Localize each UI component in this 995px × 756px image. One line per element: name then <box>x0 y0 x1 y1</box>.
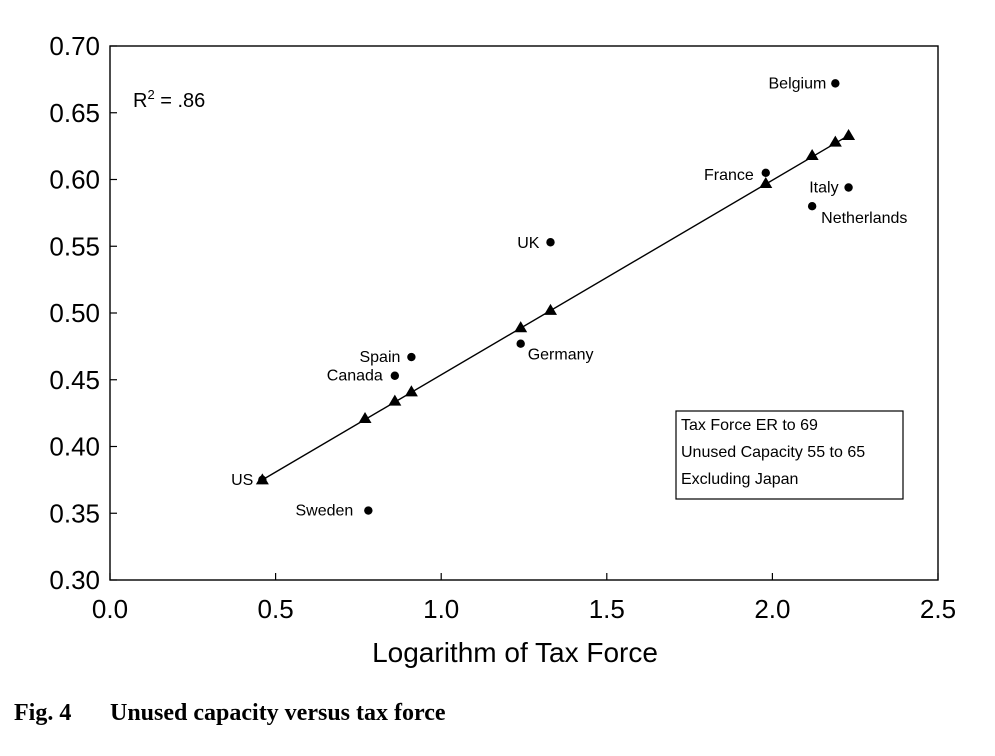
point-label-france: France <box>704 167 754 184</box>
scatter-chart: 0.30 0.35 0.40 0.45 0.50 0.55 0.60 0.65 0.70 0.0 0… <box>49 31 956 668</box>
data-point-netherlands <box>807 202 817 211</box>
y-tick-label: 0.65 <box>49 98 100 128</box>
x-tick-label: 2.5 <box>920 594 956 624</box>
point-label-spain: Spain <box>359 349 400 366</box>
y-tick-label: 0.40 <box>49 432 100 462</box>
x-tick-label: 0.0 <box>92 594 128 624</box>
data-point-us <box>258 475 267 485</box>
data-point-france <box>761 168 770 178</box>
point-label-us: US <box>231 472 253 489</box>
point-label-sweden: Sweden <box>296 503 354 520</box>
point-label-germany: Germany <box>528 347 594 364</box>
data-point-belgium <box>831 79 840 88</box>
figure-caption: Fig. 4 Unused capacity versus tax force <box>14 700 446 727</box>
legend-box: Tax Force ER to 69 Unused Capacity 55 to… <box>675 410 904 500</box>
y-tick-label: 0.60 <box>49 165 100 195</box>
fitted-triangle-point <box>842 128 856 140</box>
caption-text: Unused capacity versus tax force <box>110 700 446 726</box>
x-tick-label: 0.5 <box>258 594 294 624</box>
plot-frame <box>109 45 939 581</box>
legend-line-2: Unused Capacity 55 to 65 <box>681 444 865 461</box>
data-point-uk <box>546 238 555 247</box>
x-axis-title: Logarithm of Tax Force <box>372 637 658 668</box>
data-point-germany <box>516 339 525 348</box>
y-tick-label: 0.35 <box>49 498 100 528</box>
axes: 0.30 0.35 0.40 0.45 0.50 0.55 0.60 0.65 0.70 0.0 0… <box>49 31 956 624</box>
fitted-triangle-point <box>759 177 773 189</box>
legend-line-3: Excluding Japan <box>681 471 798 488</box>
point-label-canada: Canada <box>327 368 383 385</box>
point-label-belgium: Belgium <box>769 75 827 92</box>
legend-line-1: Tax Force ER to 69 <box>681 417 818 434</box>
y-tick-label: 0.30 <box>49 565 100 595</box>
x-tick-label: 2.0 <box>754 594 790 624</box>
point-labels: US Sweden Canada Spain Germany UK France Nether… <box>231 75 907 519</box>
point-label-italy: Italy <box>809 180 838 197</box>
y-tick-label: 0.55 <box>49 231 100 261</box>
fitted-triangle-point <box>805 148 819 161</box>
chart-marks <box>255 79 856 515</box>
data-point-canada <box>390 371 400 380</box>
fitted-triangle-point <box>388 394 402 406</box>
y-tick-label: 0.45 <box>49 365 100 395</box>
fitted-triangle-point <box>358 411 372 424</box>
x-tick-label: 1.5 <box>589 594 625 624</box>
point-label-uk: UK <box>517 235 540 252</box>
figure-number: Fig. 4 <box>14 700 72 726</box>
x-tick-label: 1.0 <box>423 594 459 624</box>
data-point-italy <box>844 183 853 192</box>
y-tick-label: 0.70 <box>49 31 100 61</box>
fitted-triangle-point <box>514 321 528 333</box>
point-label-netherlands: Netherlands <box>821 210 907 227</box>
fitted-triangle-point <box>404 385 418 397</box>
y-tick-label: 0.50 <box>49 298 100 328</box>
fitted-triangle-point <box>828 135 842 147</box>
data-point-spain <box>407 352 416 362</box>
r-squared-annotation: R2 = .86 <box>133 87 205 112</box>
fitted-triangle-point <box>543 303 557 315</box>
data-point-sweden <box>364 506 373 515</box>
